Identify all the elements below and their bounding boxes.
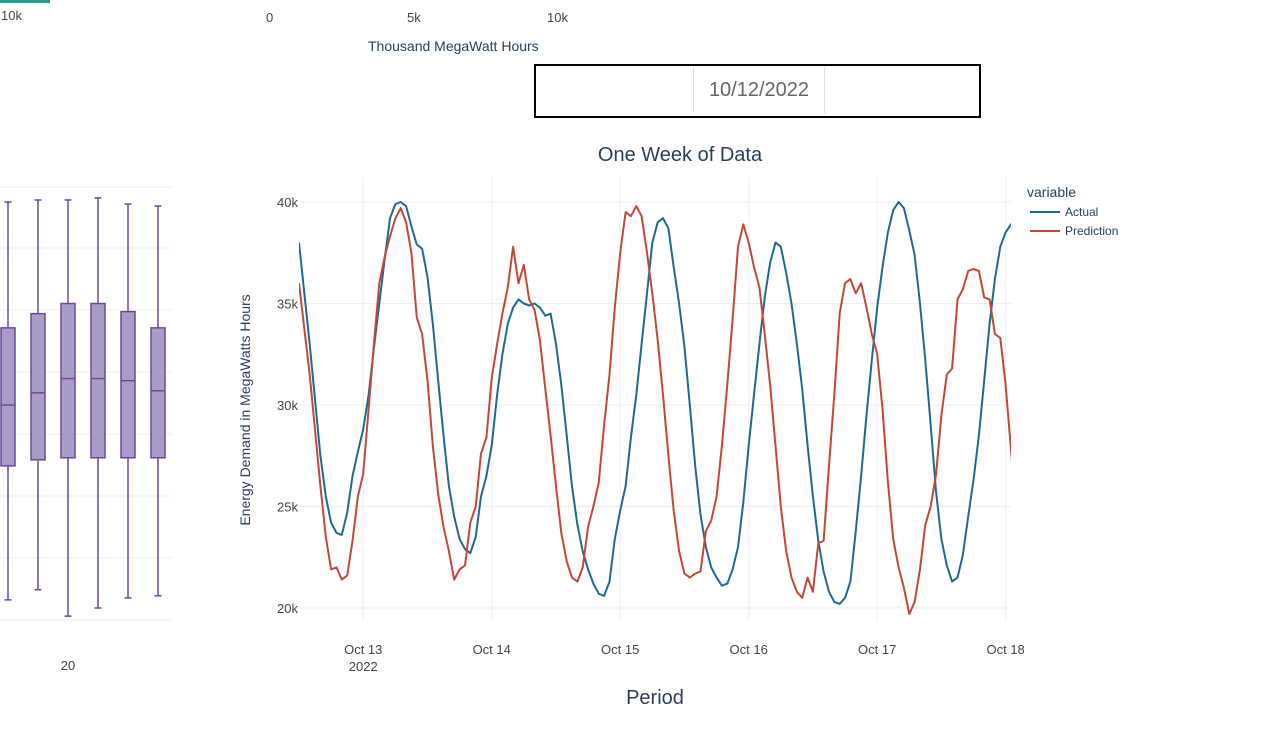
top-x-axis-title: Thousand MegaWatt Hours [368, 38, 539, 54]
date-input[interactable]: 10/12/2022 [693, 67, 825, 113]
box-body [30, 312, 46, 461]
y-tick-label: 30k [277, 398, 298, 413]
top-histogram-bar [0, 0, 50, 3]
box-body [150, 327, 166, 459]
box-x-tick-label: 20 [61, 658, 75, 673]
legend: variable Actual Prediction [1027, 184, 1118, 238]
line-series-group [299, 201, 1011, 616]
x-axis-ticks: Oct 13 Oct 14 Oct 15 Oct 16 Oct 17 Oct 18 2022 [344, 642, 1025, 674]
y-axis-ticks: 20k 25k 30k 35k 40k [277, 195, 298, 616]
box-plot-grid [0, 186, 172, 621]
box-plot: 20 [0, 186, 172, 673]
box-body [90, 302, 106, 459]
box-item [120, 203, 136, 599]
box-item [60, 199, 76, 617]
legend-title: variable [1027, 184, 1076, 200]
top-x-tick-label: 5k [407, 10, 421, 25]
box-body [0, 327, 16, 467]
x-tick-label: Oct 18 [986, 642, 1024, 657]
box-item [90, 197, 106, 609]
y-tick-label: 40k [277, 195, 298, 210]
x-tick-label: Oct 17 [858, 642, 896, 657]
y-tick-label: 20k [277, 601, 298, 616]
top-x-tick-label: 10k [547, 10, 568, 25]
top-left-tick-label: 10k [1, 8, 22, 23]
box-item [0, 201, 16, 601]
x-tick-year-label: 2022 [349, 659, 378, 674]
box-body [60, 302, 76, 459]
chart-title: One Week of Data [598, 144, 763, 166]
date-picker: 10/12/2022 [534, 64, 981, 118]
box-body [120, 310, 136, 459]
y-tick-label: 35k [277, 297, 298, 312]
line-chart-grid [299, 178, 1011, 620]
box-plot-marks [0, 197, 166, 617]
x-tick-label: Oct 13 [344, 642, 382, 657]
x-axis-title: Period [626, 687, 684, 709]
series-line-actual [299, 201, 1011, 605]
y-axis-title: Energy Demand in MegaWatts Hours [237, 294, 253, 525]
x-tick-label: Oct 15 [601, 642, 639, 657]
box-item [150, 205, 166, 597]
x-tick-label: Oct 14 [473, 642, 511, 657]
y-tick-label: 25k [277, 500, 298, 515]
box-item [30, 199, 46, 591]
legend-label-prediction: Prediction [1065, 224, 1118, 238]
series-line-prediction [299, 205, 1011, 616]
legend-label-actual: Actual [1065, 205, 1098, 219]
top-x-tick-label: 0 [266, 10, 274, 25]
x-tick-label: Oct 16 [730, 642, 768, 657]
